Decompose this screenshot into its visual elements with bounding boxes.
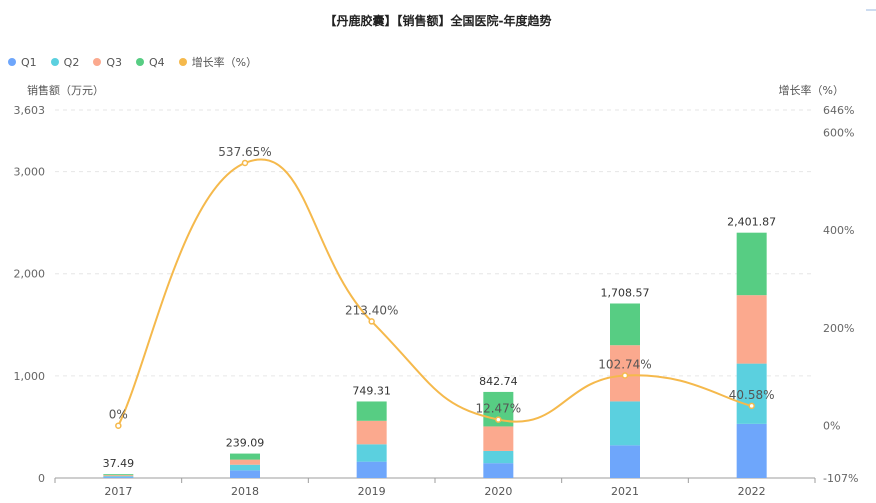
bar-q1-2022 xyxy=(736,423,767,478)
y-right-tick-label: 600% xyxy=(823,126,854,139)
bar-q3-2018 xyxy=(230,459,260,465)
x-tick-label: 2021 xyxy=(611,485,639,498)
legend-label: Q2 xyxy=(63,55,80,69)
growth-point-2017 xyxy=(115,422,122,429)
chart-title: 【丹鹿胶囊】【销售额】全国医院-年度趋势 xyxy=(324,14,552,28)
y-left-tick-label: 2,000 xyxy=(14,268,46,281)
chart-legend: Q1 Q2 Q3 Q4 增长率（%） xyxy=(8,54,257,70)
y-left-tick-label: 3,603 xyxy=(14,104,46,117)
bar-q2-2021 xyxy=(610,401,640,446)
x-tick-label: 2020 xyxy=(484,485,512,498)
bar-total-label: 239.09 xyxy=(226,437,265,450)
legend-swatch xyxy=(8,58,16,66)
legend-item-q1[interactable]: Q1 xyxy=(8,54,37,70)
growth-point-2021 xyxy=(621,372,629,379)
growth-label: 537.65% xyxy=(218,145,271,159)
bar-q4-2018 xyxy=(230,453,260,460)
legend-item-growth[interactable]: 增长率（%） xyxy=(178,54,258,70)
bar-q1-2018 xyxy=(230,470,260,478)
growth-label: 40.58% xyxy=(729,388,775,402)
x-tick-label: 2017 xyxy=(104,485,132,498)
bar-total-label: 842.74 xyxy=(479,375,518,388)
bar-q2-2018 xyxy=(230,464,260,471)
bar-total-label: 749.31 xyxy=(352,384,391,397)
bar-q4-2019 xyxy=(356,401,387,421)
y-left-tick-label: 3,000 xyxy=(14,166,46,179)
growth-point-2018 xyxy=(241,159,249,167)
legend-label: Q1 xyxy=(21,55,37,69)
bar-total-label: 2,401.87 xyxy=(727,216,776,229)
y-axis-left-title: 销售额（万元） xyxy=(27,83,104,97)
bar-q2-2020 xyxy=(483,450,514,464)
bar-q4-2017 xyxy=(103,474,134,476)
legend-item-q2[interactable]: Q2 xyxy=(50,54,80,70)
y-right-tick-label: 200% xyxy=(823,322,854,335)
legend-swatch xyxy=(50,58,59,66)
bar-q2-2022 xyxy=(736,363,767,424)
x-tick-label: 2022 xyxy=(738,485,766,498)
legend-label: Q3 xyxy=(106,55,123,69)
bar-q2-2017 xyxy=(103,476,134,478)
growth-label: 213.40% xyxy=(345,303,398,317)
bar-q4-2021 xyxy=(610,303,640,346)
growth-point-2022 xyxy=(748,402,755,410)
bar-q3-2017 xyxy=(103,475,134,477)
y-left-tick-label: 1,000 xyxy=(14,370,46,383)
growth-label: 102.74% xyxy=(598,357,651,371)
bar-q3-2020 xyxy=(483,426,514,451)
y-axis-right-title: 增长率（%） xyxy=(779,83,844,97)
y-right-tick-label: 400% xyxy=(823,224,854,237)
legend-label: 增长率（%） xyxy=(191,56,258,69)
legend-swatch xyxy=(93,58,102,66)
legend-swatch xyxy=(136,58,145,66)
growth-label: 12.47% xyxy=(475,402,521,416)
bar-q3-2019 xyxy=(356,420,387,445)
y-left-tick-label: 0 xyxy=(38,472,45,485)
legend-label: Q4 xyxy=(149,55,165,69)
bar-q1-2017 xyxy=(103,477,134,478)
growth-point-2019 xyxy=(368,318,375,325)
legend-item-q3[interactable]: Q3 xyxy=(93,54,122,70)
y-right-tick-label: 0% xyxy=(823,420,840,433)
y-right-tick-label: -107% xyxy=(823,472,858,485)
legend-item-q4[interactable]: Q4 xyxy=(136,54,165,70)
bar-q3-2022 xyxy=(736,295,767,364)
x-tick-label: 2018 xyxy=(231,485,259,498)
growth-point-2020 xyxy=(495,416,502,423)
bar-total-label: 37.49 xyxy=(103,457,135,470)
bar-q1-2020 xyxy=(483,463,514,478)
legend-swatch xyxy=(178,58,187,66)
growth-label: 0% xyxy=(109,408,128,422)
top-corner-mark xyxy=(866,0,876,11)
bar-total-label: 1,708.57 xyxy=(601,286,650,299)
bar-q2-2019 xyxy=(356,444,387,462)
bar-q4-2022 xyxy=(736,232,767,296)
x-tick-label: 2019 xyxy=(358,485,386,498)
bar-q1-2021 xyxy=(610,445,640,478)
bar-q1-2019 xyxy=(356,461,387,478)
growth-rate-line xyxy=(117,158,752,427)
y-right-tick-label: 646% xyxy=(823,104,854,117)
